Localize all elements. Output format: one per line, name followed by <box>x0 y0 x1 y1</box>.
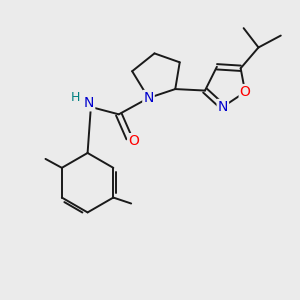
Text: N: N <box>218 100 228 114</box>
Text: N: N <box>143 91 154 105</box>
Text: O: O <box>128 134 139 148</box>
Text: O: O <box>240 85 250 99</box>
Text: N: N <box>84 96 94 110</box>
Text: H: H <box>71 92 80 104</box>
